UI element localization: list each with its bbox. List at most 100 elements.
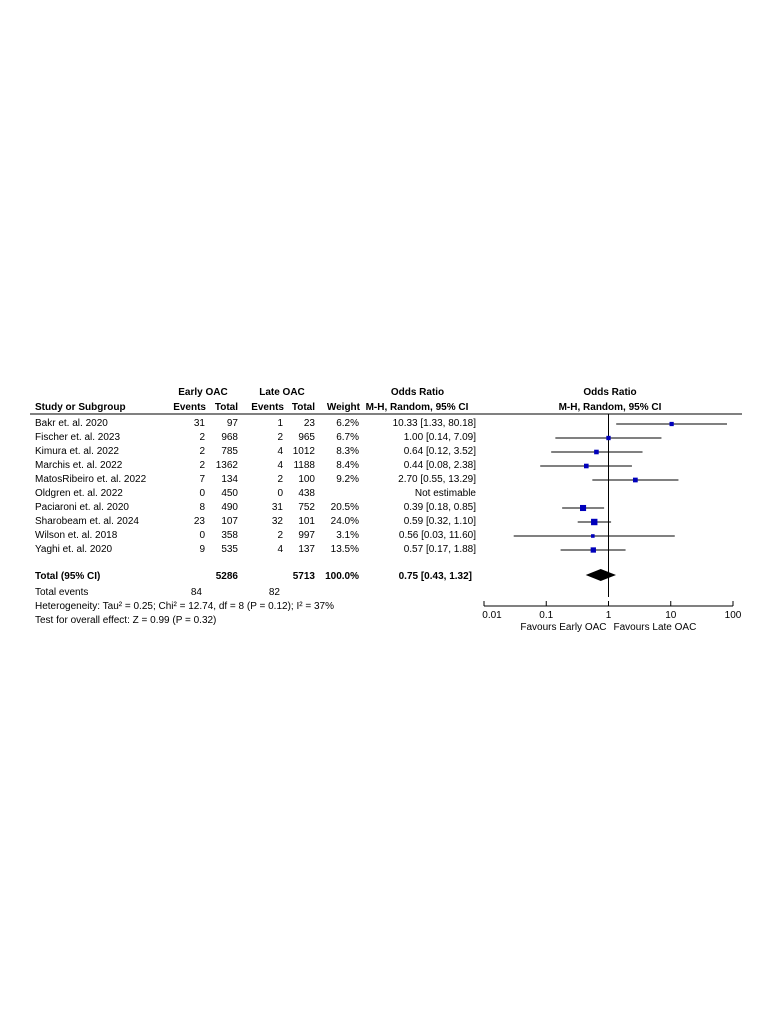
late-events: 0: [277, 488, 283, 499]
late-oac-group-header: Late OAC: [259, 387, 305, 398]
early-events-header: Events: [173, 402, 206, 413]
late-total: 100: [298, 474, 315, 485]
effect-square: [591, 534, 595, 538]
favours-late-label: Favours Late OAC: [614, 622, 697, 633]
study-name: Sharobeam et. al. 2024: [35, 516, 139, 527]
early-total: 107: [221, 516, 238, 527]
early-events: 7: [199, 474, 205, 485]
total-events-late: 82: [268, 587, 280, 598]
plot-method-header: M-H, Random, 95% CI: [558, 402, 662, 413]
early-events: 0: [199, 530, 205, 541]
effect-square: [606, 435, 611, 441]
late-events: 4: [277, 544, 283, 555]
weight: 8.4%: [336, 460, 359, 471]
late-events: 4: [277, 460, 283, 471]
weight: 3.1%: [336, 530, 359, 541]
axis-tick-label: 10: [665, 610, 677, 621]
late-total: 23: [303, 418, 315, 429]
axis-tick-label: 100: [725, 610, 742, 621]
confidence-intervals: [513, 421, 727, 553]
weight: 6.2%: [336, 418, 359, 429]
weight: 13.5%: [330, 544, 359, 555]
early-total: 535: [221, 544, 238, 555]
early-total: 968: [221, 432, 238, 443]
late-total: 965: [298, 432, 315, 443]
early-total-header: Total: [214, 402, 238, 413]
early-total: 490: [221, 502, 238, 513]
study-name: Marchis et. al. 2022: [35, 460, 123, 471]
weight: 20.5%: [330, 502, 359, 513]
study-name: Kimura et. al. 2022: [35, 446, 119, 457]
total-late-n: 5713: [292, 571, 315, 582]
early-events: 0: [199, 488, 205, 499]
late-total: 997: [298, 530, 315, 541]
study-name: Paciaroni et. al. 2020: [35, 502, 129, 513]
early-events: 2: [199, 432, 205, 443]
late-total: 1012: [292, 446, 315, 457]
or-method-header: M-H, Random, 95% CI: [365, 402, 469, 413]
total-odds-ratio-ci: 0.75 [0.43, 1.32]: [398, 571, 472, 582]
odds-ratio-ci: Not estimable: [414, 488, 476, 499]
axis-tick-label: 0.01: [482, 610, 502, 621]
study-name: Wilson et. al. 2018: [35, 530, 118, 541]
late-total: 438: [298, 488, 315, 499]
total-weight: 100.0%: [325, 571, 359, 582]
early-total: 450: [221, 488, 238, 499]
late-events: 31: [271, 502, 283, 513]
early-events: 8: [199, 502, 205, 513]
odds-ratio-ci: 1.00 [0.14, 7.09]: [403, 432, 476, 443]
effect-square: [590, 547, 596, 553]
late-events: 2: [277, 530, 283, 541]
weight: 9.2%: [336, 474, 359, 485]
early-oac-group-header: Early OAC: [178, 387, 228, 398]
odds-ratio-header: Odds Ratio: [390, 387, 445, 398]
effect-square: [591, 518, 598, 526]
total-early-n: 5286: [215, 571, 238, 582]
total-events-early: 84: [190, 587, 202, 598]
odds-ratio-ci: 0.59 [0.32, 1.10]: [403, 516, 476, 527]
study-column-header: Study or Subgroup: [35, 402, 126, 413]
effect-square: [669, 421, 674, 427]
early-total: 1362: [215, 460, 238, 471]
heterogeneity-text: Heterogeneity: Tau² = 0.25; Chi² = 12.74…: [35, 601, 334, 612]
early-total: 785: [221, 446, 238, 457]
early-events: 2: [199, 446, 205, 457]
effect-square: [632, 477, 638, 483]
late-events: 2: [277, 474, 283, 485]
late-events: 1: [277, 418, 283, 429]
weight: 8.3%: [336, 446, 359, 457]
early-total: 358: [221, 530, 238, 541]
early-events: 23: [193, 516, 205, 527]
early-events: 31: [193, 418, 205, 429]
effect-square: [584, 463, 589, 469]
effect-square: [580, 504, 587, 512]
pooled-estimate-diamond: [585, 569, 617, 581]
weight: 24.0%: [330, 516, 359, 527]
late-total: 1188: [293, 460, 315, 471]
odds-ratio-ci: 0.57 [0.17, 1.88]: [403, 544, 476, 555]
late-events: 4: [277, 446, 283, 457]
odds-ratio-ci: 2.70 [0.55, 13.29]: [398, 474, 476, 485]
odds-ratio-ci: 10.33 [1.33, 80.18]: [392, 418, 476, 429]
plot-title: Odds Ratio: [583, 387, 637, 398]
odds-ratio-ci: 0.39 [0.18, 0.85]: [403, 502, 476, 513]
odds-ratio-ci: 0.44 [0.08, 2.38]: [403, 460, 476, 471]
total-label: Total (95% CI): [35, 571, 101, 582]
late-events-header: Events: [251, 402, 284, 413]
early-events: 2: [199, 460, 205, 471]
weight: 6.7%: [336, 432, 359, 443]
odds-ratio-ci: 0.64 [0.12, 3.52]: [403, 446, 476, 457]
early-events: 9: [199, 544, 205, 555]
study-name: Yaghi et. al. 2020: [35, 544, 113, 555]
axis-tick-label: 1: [606, 610, 612, 621]
odds-ratio-ci: 0.56 [0.03, 11.60]: [398, 530, 476, 541]
favours-early-label: Favours Early OAC: [520, 622, 606, 633]
late-total-header: Total: [291, 402, 315, 413]
study-name: Fischer et. al. 2023: [35, 432, 121, 443]
early-total: 97: [226, 418, 238, 429]
weight-header: Weight: [326, 402, 360, 413]
early-total: 134: [221, 474, 238, 485]
late-total: 137: [298, 544, 315, 555]
late-total: 101: [298, 516, 315, 527]
